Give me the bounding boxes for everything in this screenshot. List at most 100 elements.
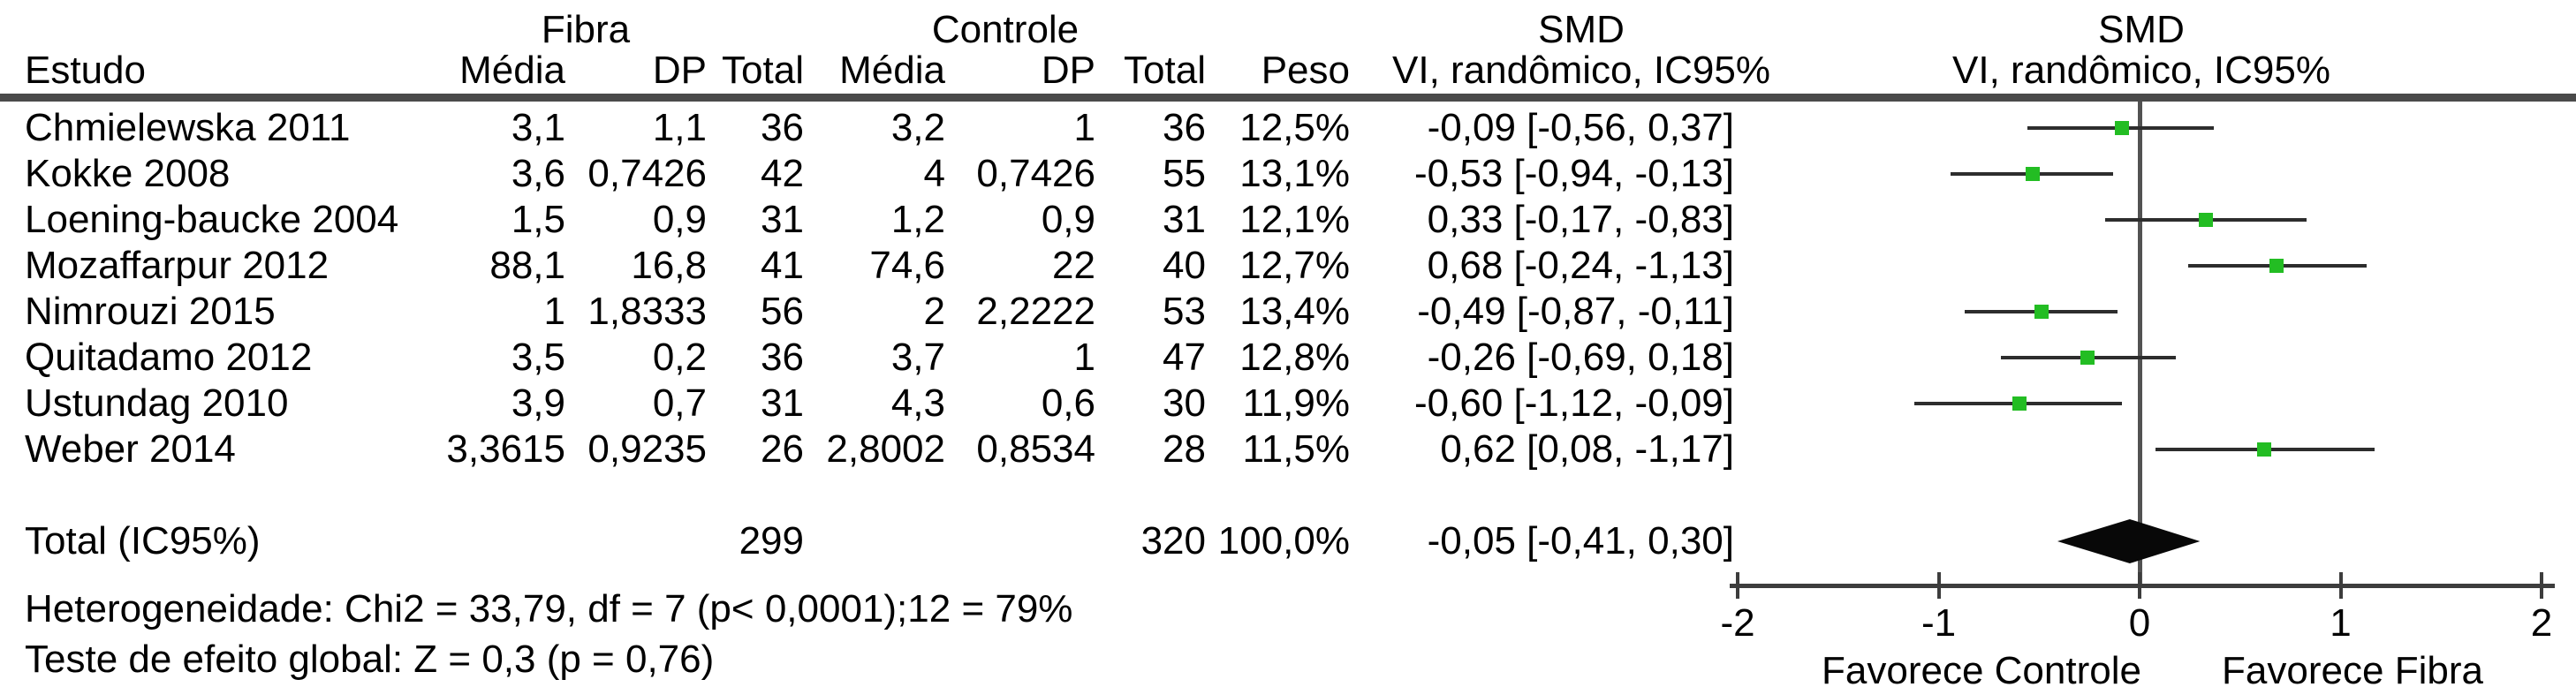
zero-effect-line bbox=[2137, 102, 2142, 588]
cell-weight: 12,8% bbox=[1239, 336, 1350, 379]
effect-marker bbox=[2034, 305, 2049, 319]
cell-c_sd: 1 bbox=[1073, 106, 1095, 149]
effect-marker bbox=[2012, 396, 2027, 411]
total-row-label: Total (IC95%) bbox=[25, 519, 261, 562]
overall-effect-note: Teste de efeito global: Z = 0,3 (p = 0,7… bbox=[25, 638, 715, 681]
cell-f_total: 31 bbox=[761, 198, 804, 241]
cell-smd_label: 0,33 [-0,17, -0,83] bbox=[1427, 198, 1734, 241]
cell-f_total: 31 bbox=[761, 381, 804, 425]
cell-c_total: 55 bbox=[1163, 152, 1206, 195]
x-axis-tick-label: -1 bbox=[1921, 601, 1957, 645]
x-axis-tick bbox=[1936, 572, 1941, 599]
study-name: Mozaffarpur 2012 bbox=[25, 244, 330, 287]
cell-f_mean: 1,5 bbox=[511, 198, 565, 241]
cell-weight: 12,5% bbox=[1239, 106, 1350, 149]
study-name: Weber 2014 bbox=[25, 427, 236, 471]
group-header-fibra: Fibra bbox=[541, 8, 631, 51]
cell-f_mean: 3,3615 bbox=[446, 427, 565, 471]
col-header-controle-mean: Média bbox=[839, 49, 945, 92]
effect-marker bbox=[2269, 259, 2284, 273]
x-axis-tick-label: 2 bbox=[2530, 601, 2553, 645]
cell-c_total: 53 bbox=[1163, 290, 1206, 333]
cell-f_total: 36 bbox=[761, 336, 804, 379]
study-name: Kokke 2008 bbox=[25, 152, 231, 195]
col-header-controle-sd: DP bbox=[1041, 49, 1095, 92]
cell-weight: 11,5% bbox=[1242, 427, 1351, 471]
cell-c_total: 40 bbox=[1163, 244, 1206, 287]
axis-label-favorece-controle: Favorece Controle bbox=[1822, 649, 2141, 687]
group-header-smd-text: SMD bbox=[1538, 8, 1625, 51]
cell-f_sd: 0,2 bbox=[652, 336, 707, 379]
cell-f_total: 36 bbox=[761, 106, 804, 149]
col-header-smd-ci-plot: VI, randômico, IC95% bbox=[1952, 49, 2330, 92]
cell-c_sd: 1 bbox=[1073, 336, 1095, 379]
cell-c_mean: 74,6 bbox=[869, 244, 945, 287]
cell-f_mean: 3,1 bbox=[511, 106, 565, 149]
cell-f_mean: 3,9 bbox=[511, 381, 565, 425]
cell-f_sd: 0,9235 bbox=[587, 427, 707, 471]
cell-f_total: 26 bbox=[761, 427, 804, 471]
effect-marker bbox=[2199, 213, 2214, 227]
effect-marker bbox=[2080, 351, 2095, 365]
cell-f_sd: 0,7426 bbox=[587, 152, 707, 195]
study-name: Quitadamo 2012 bbox=[25, 336, 313, 379]
x-axis-line bbox=[1730, 583, 2555, 588]
cell-c_sd: 0,8534 bbox=[976, 427, 1095, 471]
cell-c_mean: 3,7 bbox=[890, 336, 945, 379]
cell-f_mean: 3,6 bbox=[511, 152, 565, 195]
cell-weight: 11,9% bbox=[1242, 381, 1351, 425]
total-row-smd-ci: -0,05 [-0,41, 0,30] bbox=[1427, 519, 1734, 562]
group-header-controle: Controle bbox=[931, 8, 1080, 51]
cell-c_total: 30 bbox=[1163, 381, 1206, 425]
col-header-fibra-mean: Média bbox=[459, 49, 565, 92]
x-axis-tick bbox=[1736, 572, 1739, 599]
cell-smd_label: -0,60 [-1,12, -0,09] bbox=[1414, 381, 1734, 425]
cell-c_sd: 0,6 bbox=[1041, 381, 1095, 425]
study-name: Nimrouzi 2015 bbox=[25, 290, 276, 333]
cell-c_total: 31 bbox=[1163, 198, 1206, 241]
cell-c_mean: 4,3 bbox=[890, 381, 945, 425]
cell-smd_label: -0,09 [-0,56, 0,37] bbox=[1427, 106, 1734, 149]
cell-smd_label: -0,26 [-0,69, 0,18] bbox=[1427, 336, 1734, 379]
cell-c_mean: 2,8002 bbox=[826, 427, 945, 471]
cell-f_sd: 16,8 bbox=[631, 244, 707, 287]
cell-c_mean: 4 bbox=[923, 152, 945, 195]
cell-f_total: 41 bbox=[761, 244, 804, 287]
x-axis-tick-label: -2 bbox=[1720, 601, 1755, 645]
study-name: Loening-baucke 2004 bbox=[25, 198, 399, 241]
effect-marker bbox=[2114, 121, 2129, 135]
cell-c_sd: 0,9 bbox=[1041, 198, 1095, 241]
cell-c_total: 36 bbox=[1163, 106, 1206, 149]
cell-smd_label: -0,53 [-0,94, -0,13] bbox=[1414, 152, 1734, 195]
heterogeneity-note: Heterogeneidade: Chi2 = 33,79, df = 7 (p… bbox=[25, 587, 1073, 630]
total-row-weight: 100,0% bbox=[1217, 519, 1350, 562]
x-axis-tick-label: 1 bbox=[2330, 601, 2352, 645]
study-name: Chmielewska 2011 bbox=[25, 106, 351, 149]
col-header-weight: Peso bbox=[1261, 49, 1350, 92]
total-row-controle-total: 320 bbox=[1140, 519, 1206, 562]
cell-c_mean: 3,2 bbox=[890, 106, 945, 149]
cell-f_mean: 88,1 bbox=[489, 244, 565, 287]
cell-smd_label: -0,49 [-0,87, -0,11] bbox=[1417, 290, 1734, 333]
cell-f_mean: 1 bbox=[543, 290, 565, 333]
x-axis-tick-label: 0 bbox=[2128, 601, 2151, 645]
col-header-controle-total: Total bbox=[1124, 49, 1206, 92]
cell-weight: 12,7% bbox=[1239, 244, 1350, 287]
total-diamond bbox=[2057, 519, 2201, 563]
cell-f_sd: 0,7 bbox=[652, 381, 707, 425]
cell-f_total: 42 bbox=[761, 152, 804, 195]
cell-f_sd: 1,1 bbox=[652, 106, 707, 149]
cell-c_total: 28 bbox=[1163, 427, 1206, 471]
total-row-fibra-total: 299 bbox=[739, 519, 804, 562]
cell-c_sd: 0,7426 bbox=[976, 152, 1095, 195]
cell-c_mean: 2 bbox=[923, 290, 945, 333]
cell-smd_label: 0,68 [-0,24, -1,13] bbox=[1427, 244, 1734, 287]
group-header-smd-plot: SMD bbox=[2098, 8, 2185, 51]
cell-weight: 12,1% bbox=[1239, 198, 1350, 241]
col-header-study: Estudo bbox=[25, 49, 146, 92]
cell-f_total: 56 bbox=[761, 290, 804, 333]
effect-marker bbox=[2026, 167, 2041, 181]
x-axis-tick bbox=[2338, 572, 2343, 599]
cell-f_mean: 3,5 bbox=[511, 336, 565, 379]
cell-smd_label: 0,62 [0,08, -1,17] bbox=[1440, 427, 1734, 471]
